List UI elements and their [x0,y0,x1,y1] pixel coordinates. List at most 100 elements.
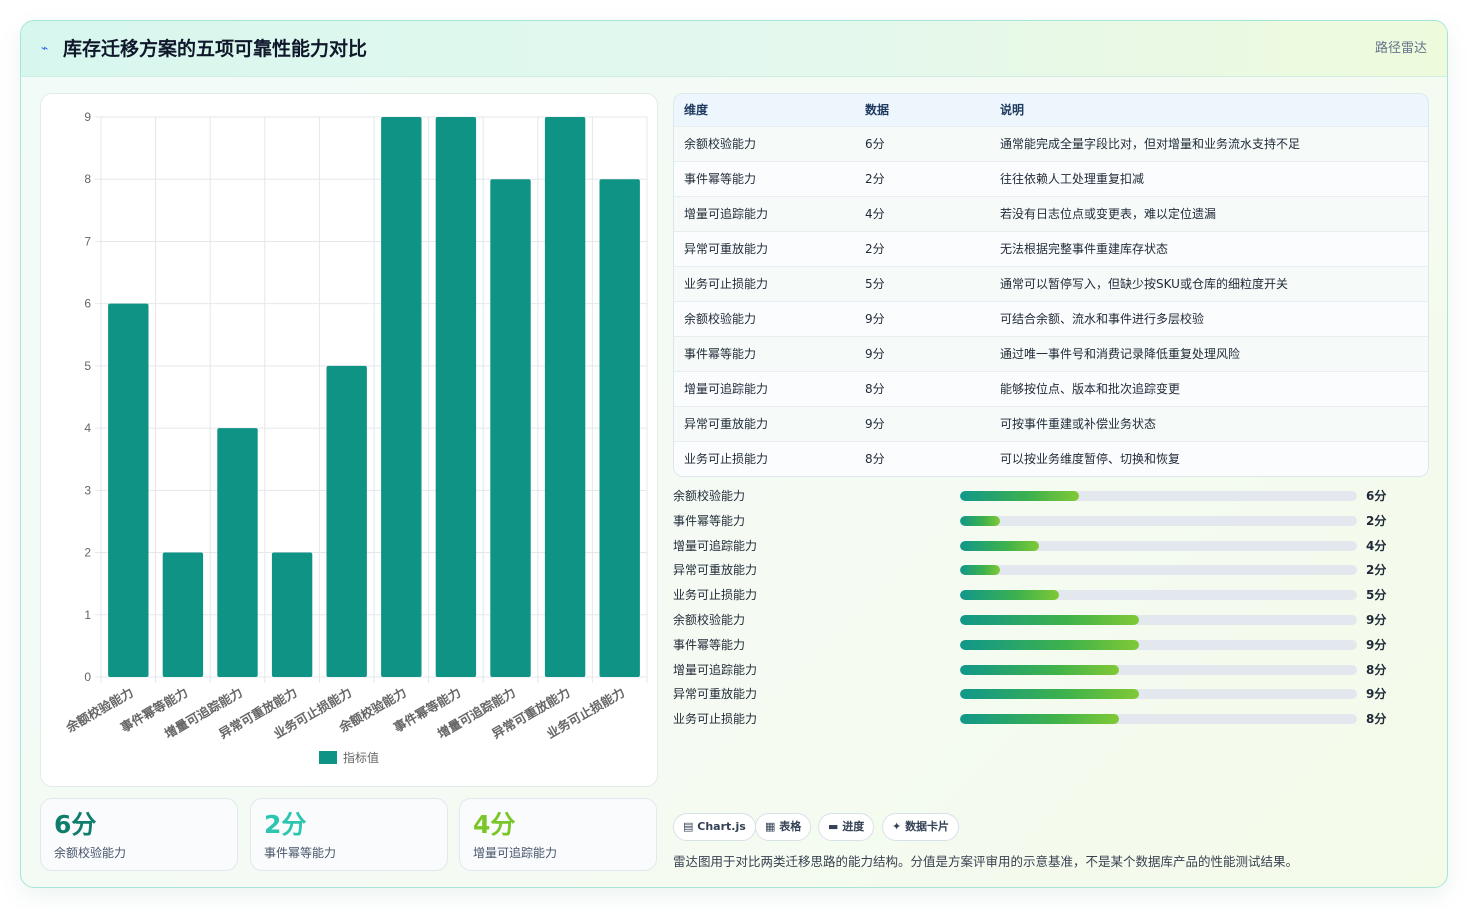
progress-fill [960,515,1000,526]
progress-row: 增量可追踪能力 8分 [673,660,1413,680]
table-row: 余额校验能力 6分 通常能完成全量字段比对，但对增量和业务流水支持不足 [674,127,1428,162]
progress-fill [960,491,1080,501]
progress-track [960,615,1357,625]
y-tick-label: 6 [84,297,91,311]
progress-label: 异常可重放能力 [673,687,758,702]
bar [381,117,422,677]
score-cell: 8分 [865,382,885,396]
y-tick-label: 1 [84,608,91,622]
y-tick-label: 7 [84,234,91,248]
y-tick-label: 3 [84,483,91,497]
comparison-table: 维度 数据 说明 余额校验能力 6分 通常能完成全量字段比对，但对增量和业务流水支持… [673,93,1429,477]
progress-fill [960,664,1119,675]
stat-label: 增量可追踪能力 [473,846,558,860]
progress-value: 8分 [1366,662,1387,677]
progress-row: 异常可重放能力 2分 [673,560,1413,580]
dimension-cell: 增量可追踪能力 [684,207,769,221]
progress-fill [960,714,1119,725]
y-tick-label: 4 [84,421,91,435]
progress-label: 异常可重放能力 [673,563,758,578]
progress-track [960,491,1357,501]
table-icon: ▦ [765,820,776,833]
stat-label: 事件幂等能力 [264,846,337,860]
bar [162,552,204,677]
description-cell: 若没有日志位点或变更表，难以定位遗漏 [1000,207,1217,221]
chip-table[interactable]: ▦ 表格 [755,813,812,841]
table-row: 余额校验能力 9分 可结合余额、流水和事件进行多层校验 [674,302,1428,337]
progress-value: 6分 [1366,489,1387,503]
chip-label: 表格 [779,820,802,833]
legend-label: 指标值 [343,750,379,765]
chip-chartjs[interactable]: ▤ Chart.js [673,813,756,841]
progress-row: 余额校验能力 6分 [673,486,1413,506]
stat-value: 6分 [54,810,97,839]
progress-label: 事件幂等能力 [673,513,746,528]
table-row: 业务可止损能力 5分 通常可以暂停写入，但缺少按SKU或仓库的细粒度开关 [674,267,1428,302]
progress-label: 业务可止损能力 [673,588,758,603]
score-cell: 9分 [865,417,885,431]
bar [217,428,258,677]
table-row: 异常可重放能力 9分 可按事件重建或补偿业务状态 [674,407,1428,442]
y-tick-label: 9 [84,110,91,124]
stat-card-3: 4分 增量可追踪能力 [459,798,657,871]
description-cell: 往往依赖人工处理重复扣减 [1000,172,1145,186]
progress-row: 余额校验能力 9分 [673,610,1413,630]
progress-row: 异常可重放能力 9分 [673,684,1413,704]
progress-track [960,689,1357,700]
chip-label: 进度 [842,820,865,833]
stat-value: 4分 [473,810,516,839]
score-cell: 5分 [865,277,885,291]
dimension-cell: 余额校验能力 [684,137,757,151]
progress-track [960,515,1357,526]
description-cell: 无法根据完整事件重建库存状态 [1000,242,1169,256]
progress-track [960,664,1357,675]
progress-value: 2分 [1366,513,1387,528]
progress-track [960,565,1357,576]
progress-fill [960,639,1139,650]
progress-track [960,540,1357,551]
dimension-cell: 增量可追踪能力 [684,382,769,396]
bar [599,179,640,677]
table-row: 增量可追踪能力 4分 若没有日志位点或变更表，难以定位遗漏 [674,197,1428,232]
progress-value: 5分 [1366,588,1387,603]
dimension-cell: 异常可重放能力 [684,242,769,256]
progress-label: 事件幂等能力 [673,637,746,652]
legend-swatch [319,751,337,764]
stat-value: 2分 [264,810,307,839]
description-cell: 能够按位点、版本和批次追踪变更 [1000,382,1181,396]
table-row: 业务可止损能力 8分 可以按业务维度暂停、切换和恢复 [674,442,1428,476]
card-icon: ✦ [892,820,902,833]
description-cell: 可以按业务维度暂停、切换和恢复 [1000,452,1181,466]
chip-data-card[interactable]: ✦ 数据卡片 [882,813,960,841]
stat-card-1: 6分 余额校验能力 [40,798,238,871]
path-radar-link[interactable]: 路径雷达 [1374,41,1427,56]
column-header: 维度 [684,103,709,117]
description-cell: 可结合余额、流水和事件进行多层校验 [1000,312,1205,326]
score-cell: 2分 [865,242,885,256]
progress-label: 增量可追踪能力 [673,538,758,553]
radar-icon: ⌁ [41,41,49,55]
table-header-row: 维度 数据 说明 [674,94,1428,127]
dimension-cell: 业务可止损能力 [684,277,769,291]
score-cell: 8分 [865,452,885,466]
progress-row: 业务可止损能力 5分 [673,585,1413,605]
progress-value: 9分 [1366,637,1387,652]
progress-value: 2分 [1366,563,1387,578]
column-header: 数据 [865,103,890,117]
description-cell: 可按事件重建或补偿业务状态 [1000,417,1157,431]
progress-label: 增量可追踪能力 [673,662,758,677]
progress-icon: ▬ [828,820,839,833]
chip-progress[interactable]: ▬ 进度 [818,813,875,841]
description-cell: 通过唯一事件号和消费记录降低重复处理风险 [1000,347,1241,361]
stat-label: 余额校验能力 [54,846,127,860]
progress-fill [960,565,1000,576]
progress-row: 事件幂等能力 2分 [673,511,1413,531]
score-cell: 4分 [865,207,885,221]
page-title: 库存迁移方案的五项可靠性能力对比 [63,38,368,60]
table-row: 增量可追踪能力 8分 能够按位点、版本和批次追踪变更 [674,372,1428,407]
progress-label: 余额校验能力 [673,489,746,503]
y-tick-label: 5 [84,359,91,373]
header-bar: ⌁ 库存迁移方案的五项可靠性能力对比 路径雷达 [21,21,1447,77]
progress-fill [960,540,1040,551]
table-row: 事件幂等能力 2分 往往依赖人工处理重复扣减 [674,162,1428,197]
